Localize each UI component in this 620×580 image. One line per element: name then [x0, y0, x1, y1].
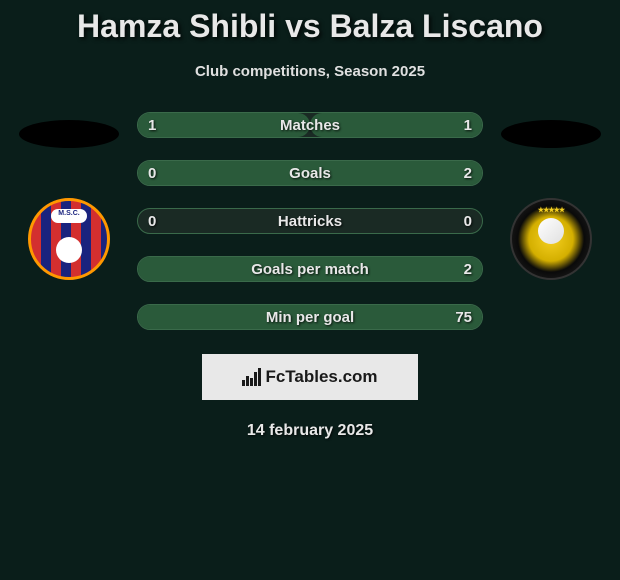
stat-value-left: 0: [148, 213, 156, 230]
stat-value-left: 0: [148, 165, 156, 182]
stats-column: 1 Matches 1 0 Goals 2 0 Hattricks 0 Goals per mat…: [137, 112, 483, 330]
left-logo-ball-icon: [56, 237, 82, 263]
stat-value-right: 0: [464, 213, 472, 230]
stat-label: Hattricks: [278, 213, 342, 230]
stat-value-right: 75: [455, 309, 472, 326]
main-title: Hamza Shibli vs Balza Liscano: [77, 8, 543, 45]
stat-label: Goals: [289, 165, 331, 182]
stat-label: Min per goal: [266, 309, 354, 326]
content-row: 1 Matches 1 0 Goals 2 0 Hattricks 0 Goals per mat…: [0, 120, 620, 330]
right-logo-ball-icon: [538, 218, 564, 244]
stat-row: 1 Matches 1: [137, 112, 483, 138]
right-shadow-ellipse: [501, 120, 601, 148]
stat-label: Goals per match: [251, 261, 369, 278]
stat-row: Min per goal 75: [137, 304, 483, 330]
date-label: 14 february 2025: [247, 422, 373, 440]
stat-value-right: 2: [464, 165, 472, 182]
right-column: [501, 120, 601, 280]
stat-row: Goals per match 2: [137, 256, 483, 282]
stat-value-right: 2: [464, 261, 472, 278]
left-column: [19, 120, 119, 280]
left-shadow-ellipse: [19, 120, 119, 148]
watermark-text: FcTables.com: [265, 367, 377, 387]
stat-row: 0 Goals 2: [137, 160, 483, 186]
stat-label: Matches: [280, 117, 340, 134]
chart-icon: [242, 368, 261, 386]
stat-value-right: 1: [464, 117, 472, 134]
stat-row: 0 Hattricks 0: [137, 208, 483, 234]
subtitle: Club competitions, Season 2025: [195, 63, 425, 80]
stat-value-left: 1: [148, 117, 156, 134]
watermark-badge: FcTables.com: [202, 354, 418, 400]
left-team-logo: [28, 198, 110, 280]
right-team-logo: [510, 198, 592, 280]
infographic-container: Hamza Shibli vs Balza Liscano Club compe…: [0, 0, 620, 580]
